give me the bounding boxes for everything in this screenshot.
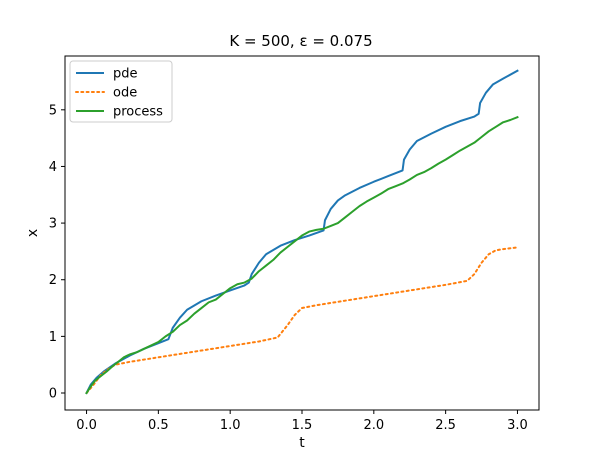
legend-label-ode: ode bbox=[113, 86, 137, 101]
x-axis: 0.0 0.5 1.0 1.5 2.0 2.5 3.0 bbox=[76, 410, 528, 433]
legend-box bbox=[69, 60, 173, 123]
x-axis-label: t bbox=[299, 435, 305, 451]
x-tick-label: 0.5 bbox=[148, 418, 169, 433]
legend-items: pde ode process bbox=[75, 67, 163, 120]
series-line-ode bbox=[85, 246, 519, 395]
x-tick-label: 1.5 bbox=[292, 418, 313, 433]
legend-label-pde: pde bbox=[113, 67, 138, 82]
x-tick-label: 3.0 bbox=[507, 418, 528, 433]
legend: pde ode process bbox=[69, 60, 173, 123]
y-axis: 0 1 2 3 4 5 bbox=[49, 103, 65, 402]
x-tick-label: 0.0 bbox=[76, 418, 97, 433]
y-tick-label: 1 bbox=[49, 330, 57, 345]
x-tick-label: 2.5 bbox=[435, 418, 456, 433]
y-tick-label: 0 bbox=[49, 387, 57, 402]
y-axis-label: x bbox=[25, 229, 41, 237]
y-tick-label: 2 bbox=[49, 273, 57, 288]
y-tick-label: 4 bbox=[49, 160, 57, 175]
x-tick-label: 2.0 bbox=[363, 418, 384, 433]
chart-title: K = 500, ε = 0.075 bbox=[229, 32, 372, 50]
x-tick-label: 1.0 bbox=[220, 418, 241, 433]
y-tick-label: 5 bbox=[49, 103, 57, 118]
y-tick-label: 3 bbox=[49, 217, 57, 232]
legend-label-process: process bbox=[113, 105, 163, 120]
series-line-process bbox=[85, 115, 519, 395]
series-line-pde bbox=[85, 69, 519, 395]
series-layer bbox=[85, 69, 519, 395]
